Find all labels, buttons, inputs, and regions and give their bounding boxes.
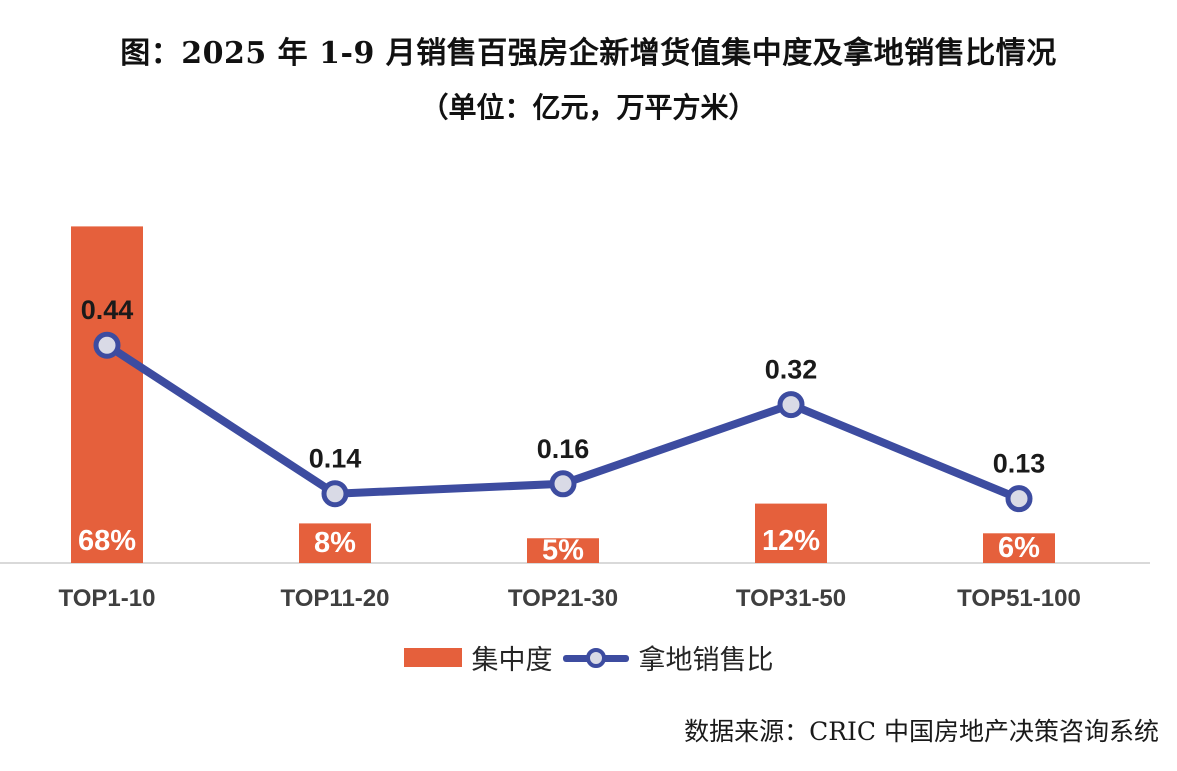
line-marker-top21-30 bbox=[549, 470, 577, 498]
data-source-note: 数据来源：CRIC 中国房地产决策咨询系统 bbox=[684, 717, 1159, 746]
chart-subtitle: （单位：亿元，万平方米） bbox=[420, 91, 757, 124]
bar-top11-20 bbox=[299, 523, 371, 563]
value-label-top11-20: 0.14 bbox=[309, 444, 362, 474]
x-tick-label-top31-50: TOP31-50 bbox=[736, 585, 846, 612]
line-marker-top51-100 bbox=[1005, 485, 1033, 513]
chart-title: 图：2025 年 1-9 月销售百强房企新增货值集中度及拿地销售比情况 bbox=[120, 36, 1057, 71]
legend-item-bar-series: 集中度 bbox=[403, 638, 553, 677]
value-label-top21-30: 0.16 bbox=[537, 434, 590, 464]
bar-top51-100 bbox=[983, 533, 1055, 563]
line-marker-top1-10 bbox=[93, 331, 121, 359]
bar-label-top11-20: 8% bbox=[314, 527, 356, 559]
bar-top31-50 bbox=[755, 503, 827, 563]
chart-legend: 集中度 拿地销售比 bbox=[0, 638, 1177, 677]
bar-label-top31-50: 12% bbox=[762, 525, 820, 557]
bar-series-swatch-icon bbox=[403, 648, 462, 667]
line-series-marker-icon bbox=[562, 646, 629, 670]
line-marker-top31-50 bbox=[777, 391, 805, 419]
bar-top21-30 bbox=[527, 538, 599, 563]
legend-label-bar-series: 集中度 bbox=[471, 645, 553, 675]
x-tick-label-top21-30: TOP21-30 bbox=[508, 585, 618, 612]
value-label-top1-10: 0.44 bbox=[81, 295, 134, 325]
value-label-top51-100: 0.13 bbox=[993, 449, 1046, 479]
value-label-top31-50: 0.32 bbox=[765, 355, 818, 385]
bar-label-top51-100: 6% bbox=[998, 532, 1040, 564]
bar-label-top21-30: 5% bbox=[542, 535, 584, 567]
x-tick-label-top51-100: TOP51-100 bbox=[957, 585, 1081, 612]
bar-top1-10 bbox=[71, 226, 143, 563]
x-tick-label-top11-20: TOP11-20 bbox=[281, 585, 390, 612]
legend-item-line-series: 拿地销售比 bbox=[562, 638, 774, 677]
bar-label-top1-10: 68% bbox=[78, 525, 136, 557]
legend-label-line-series: 拿地销售比 bbox=[638, 645, 774, 675]
line-marker-top11-20 bbox=[321, 480, 349, 508]
x-tick-label-top1-10: TOP1-10 bbox=[59, 585, 156, 612]
